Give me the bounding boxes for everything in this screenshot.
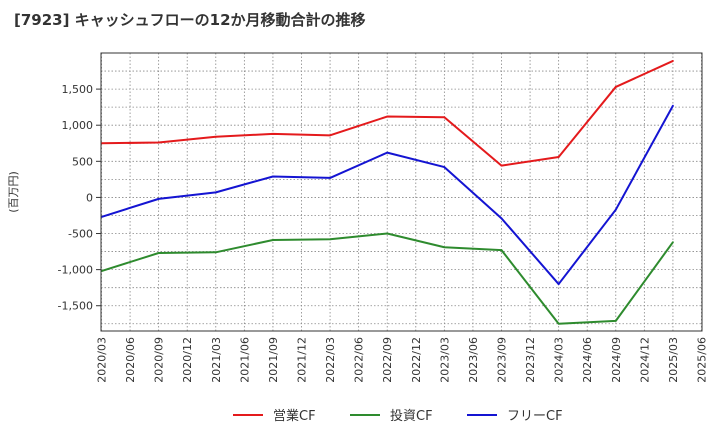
x-tick-label: 2024/12: [638, 337, 651, 383]
data-point: [672, 104, 674, 107]
x-tick-label: 2021/06: [238, 337, 251, 383]
data-point: [557, 156, 560, 158]
data-point: [214, 251, 217, 254]
data-point: [500, 249, 503, 252]
legend: 営業CF 投資CF フリーCF: [233, 408, 563, 424]
x-tick-label: 2023/12: [524, 337, 537, 383]
x-tick-label: 2024/06: [581, 337, 594, 383]
x-tick-label: 2022/12: [410, 337, 423, 383]
grid: [101, 53, 702, 331]
plot-area-frame: [100, 52, 703, 332]
y-tick-label: -500: [68, 228, 93, 241]
legend-label: フリーCF: [507, 409, 563, 424]
x-tick-label: 2025/03: [667, 337, 680, 383]
x-tick-label: 2024/09: [610, 337, 623, 383]
data-point: [672, 241, 674, 244]
data-point: [614, 319, 617, 322]
data-point: [329, 238, 331, 241]
data-point: [443, 166, 446, 168]
legend-label: 投資CF: [390, 408, 433, 424]
data-point: [443, 116, 446, 119]
data-point: [500, 164, 503, 167]
x-tick-label: 2021/03: [210, 337, 223, 383]
data-point: [557, 283, 560, 285]
x-tick-label: 2020/03: [96, 337, 109, 383]
y-tick-label: -1,000: [58, 264, 93, 277]
x-tick-label: 2022/09: [381, 337, 394, 383]
data-point: [157, 141, 160, 144]
x-tick-label: 2020/12: [181, 337, 194, 383]
chart-title: [7923] キャッシュフローの12か月移動合計の推移: [14, 11, 366, 29]
data-point: [272, 239, 274, 241]
data-point: [157, 252, 160, 254]
data-point: [614, 86, 617, 88]
data-point: [214, 191, 217, 194]
data-point: [214, 135, 217, 138]
data-point: [386, 151, 389, 154]
data-point: [614, 208, 617, 211]
data-point: [386, 232, 389, 235]
data-point: [157, 197, 160, 200]
x-tick-label: 2024/03: [553, 337, 566, 383]
data-point: [386, 115, 389, 118]
data-point: [329, 134, 331, 137]
y-tick-label: -1,500: [58, 300, 93, 313]
y-tick-label: 500: [72, 155, 93, 168]
x-tick-label: 2020/06: [124, 337, 137, 383]
x-tick-label: 2022/03: [324, 337, 337, 383]
data-point: [557, 322, 560, 325]
data-point: [672, 60, 674, 62]
y-tick-label: 0: [86, 191, 93, 204]
x-tick-label: 2021/12: [296, 337, 309, 383]
data-point: [500, 217, 503, 220]
x-tick-label: 2023/06: [467, 337, 480, 383]
data-point: [443, 246, 446, 249]
x-tick-label: 2021/09: [267, 337, 280, 383]
legend-label: 営業CF: [273, 408, 316, 424]
data-point: [329, 177, 331, 179]
data-point: [272, 175, 274, 178]
y-tick-label: 1,000: [62, 119, 94, 132]
x-tick-label: 2023/09: [496, 337, 509, 383]
x-tick-label: 2022/06: [353, 337, 366, 383]
x-tick-label: 2023/03: [438, 337, 451, 383]
y-tick-label: 1,500: [62, 83, 94, 96]
axes: 2020/03 2020/06 2020/09 2020/12 2021/03 2021/…: [58, 83, 709, 383]
data-point: [272, 132, 274, 135]
x-tick-label: 2025/06: [696, 337, 709, 383]
y-axis-label: (百万円): [7, 171, 20, 213]
x-tick-label: 2020/09: [153, 337, 166, 383]
